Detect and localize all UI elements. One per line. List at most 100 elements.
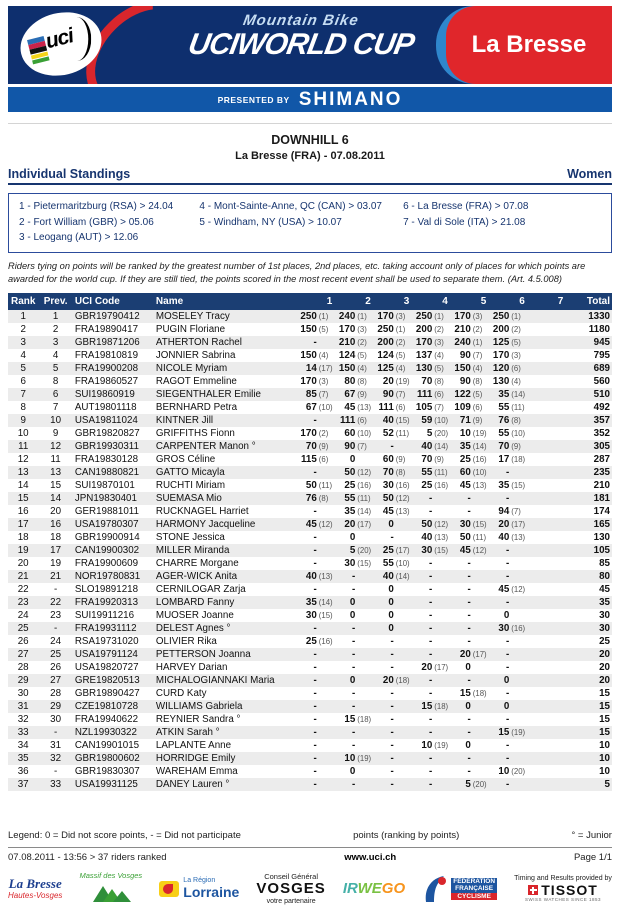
timestamp-riders-ranked: 07.08.2011 - 13:56 > 37 riders ranked (8, 852, 167, 863)
event-2-result: 0 (349, 596, 356, 608)
event-2-result: 80 (8) (344, 375, 367, 387)
event-7-result (527, 648, 566, 661)
event-6-result: 15 (19) (498, 726, 526, 738)
rider-total-points: 20 (599, 674, 610, 686)
rider-rank: 19 (17, 544, 29, 556)
mountains-icon (92, 885, 131, 902)
col-event-1: 1 (295, 292, 335, 310)
event-5-result: 90 (7) (459, 349, 483, 361)
event-3-result: 0 (388, 609, 394, 621)
event-1-result: 67 (10) (305, 401, 333, 413)
event-3-result: 40 (14) (382, 570, 410, 582)
event-5-result: 109 (6) (454, 401, 483, 413)
rider-uci-code: GBR19830307 (74, 765, 140, 777)
col-rank: Rank (8, 292, 39, 310)
event-3-result: - (390, 635, 394, 647)
event-4-result: - (429, 674, 433, 686)
uci-website-link[interactable]: www.uci.ch (344, 852, 397, 863)
event-4-result: - (429, 505, 433, 517)
la-bresse-logo: La Bresse Hautes-Vosges (8, 876, 63, 900)
rider-name: RAGOT Emmeline (155, 375, 237, 387)
rider-name: SUEMASA Mio (155, 492, 222, 504)
event-6-result: - (506, 635, 510, 647)
event-4-result: - (429, 635, 433, 647)
rider-rank: 20 (17, 557, 29, 569)
event-2-result: - (352, 661, 356, 673)
event-4-result: 20 (17) (421, 661, 449, 673)
event-3-result: 60 (9) (382, 453, 406, 465)
rider-total-points: 165 (593, 518, 610, 530)
rider-prev-rank: 3 (52, 336, 59, 348)
location-badge-label: La Bresse (471, 31, 587, 58)
rider-uci-code: GBR19900914 (74, 531, 140, 543)
event-3-result: 200 (2) (377, 336, 406, 348)
rider-total-points: 15 (599, 687, 610, 699)
rider-prev-rank: - (53, 726, 58, 738)
rider-rank: 33 (17, 726, 29, 738)
rider-name: KINTNER Jill (155, 414, 214, 426)
rider-total-points: 689 (593, 362, 610, 374)
event-5-result: - (467, 557, 471, 569)
event-6-result: 170 (3) (492, 349, 521, 361)
rider-uci-code: AUT19801118 (74, 401, 137, 413)
event-3-result: - (390, 661, 394, 673)
round-item: 4 - Mont-Sainte-Anne, QC (CAN) > 03.07 (199, 201, 382, 212)
rider-total-points: 15 (599, 726, 610, 738)
rider-name: ATHERTON Rachel (155, 336, 242, 348)
event-2-result: 0 (349, 531, 356, 543)
event-6-result: - (506, 557, 510, 569)
event-5-result: 71 (9) (459, 414, 483, 426)
event-2-result: 124 (5) (338, 349, 367, 361)
event-1-result: 14 (17) (305, 362, 333, 374)
rider-rank: 15 (17, 492, 29, 504)
event-7-result (527, 414, 566, 427)
event-5-result: 60 (10) (459, 466, 487, 478)
uci-logo-arc (62, 17, 92, 62)
rider-uci-code: FRA19940622 (74, 713, 139, 725)
event-3-result: 0 (388, 518, 394, 530)
rider-rank: 22 (17, 583, 29, 595)
event-2-result: 5 (20) (349, 544, 372, 556)
event-6-result: - (506, 713, 510, 725)
event-3-result: 0 (388, 596, 394, 608)
rider-uci-code: GBR19871206 (74, 336, 140, 348)
col-event-5: 5 (449, 292, 489, 310)
rider-prev-rank: 16 (50, 518, 62, 530)
standings-table: Rank Prev. UCI Code Name 1 2 3 4 5 6 7 T… (8, 292, 612, 791)
event-7-result (527, 778, 566, 791)
rider-prev-rank: 28 (50, 687, 62, 699)
event-4-result: - (429, 752, 433, 764)
event-2-result: 15 (18) (344, 713, 372, 725)
event-3-result: 20 (19) (382, 375, 410, 387)
rider-rank: 21 (17, 570, 29, 582)
event-2-result: 210 (2) (338, 336, 367, 348)
event-1-result: - (313, 739, 317, 751)
event-4-result: 25 (16) (421, 479, 449, 491)
event-1-result: 45 (12) (305, 518, 333, 530)
rider-rank: 31 (17, 700, 29, 712)
event-2-result: 150 (4) (338, 362, 367, 374)
rider-total-points: 130 (593, 531, 610, 543)
rider-uci-code: CZE19810728 (74, 700, 139, 712)
lorraine-mark-icon (159, 880, 180, 897)
event-5-result: - (467, 635, 471, 647)
event-1-result: 35 (14) (305, 596, 333, 608)
event-4-result: - (429, 648, 433, 660)
event-3-result: 0 (388, 583, 394, 595)
event-7-result (527, 752, 566, 765)
event-6-result: - (506, 544, 510, 556)
rider-prev-rank: 12 (50, 440, 62, 452)
irwego-logo: IRWEGO (342, 879, 406, 897)
event-2-result: 45 (13) (344, 401, 372, 413)
rider-total-points: 1330 (588, 310, 610, 322)
event-5-result: - (467, 674, 471, 686)
event-4-result: 70 (8) (421, 375, 444, 387)
round-item: 5 - Windham, NY (USA) > 10.07 (199, 216, 342, 228)
event-3-result: 45 (13) (382, 505, 410, 517)
round-item: 1 - Pietermaritzburg (RSA) > 24.04 (19, 201, 174, 212)
event-4-result: 10 (19) (421, 739, 449, 751)
event-6-result: 200 (2) (492, 323, 521, 335)
event-5-result: 0 (465, 700, 471, 712)
event-6-result: - (506, 739, 510, 751)
